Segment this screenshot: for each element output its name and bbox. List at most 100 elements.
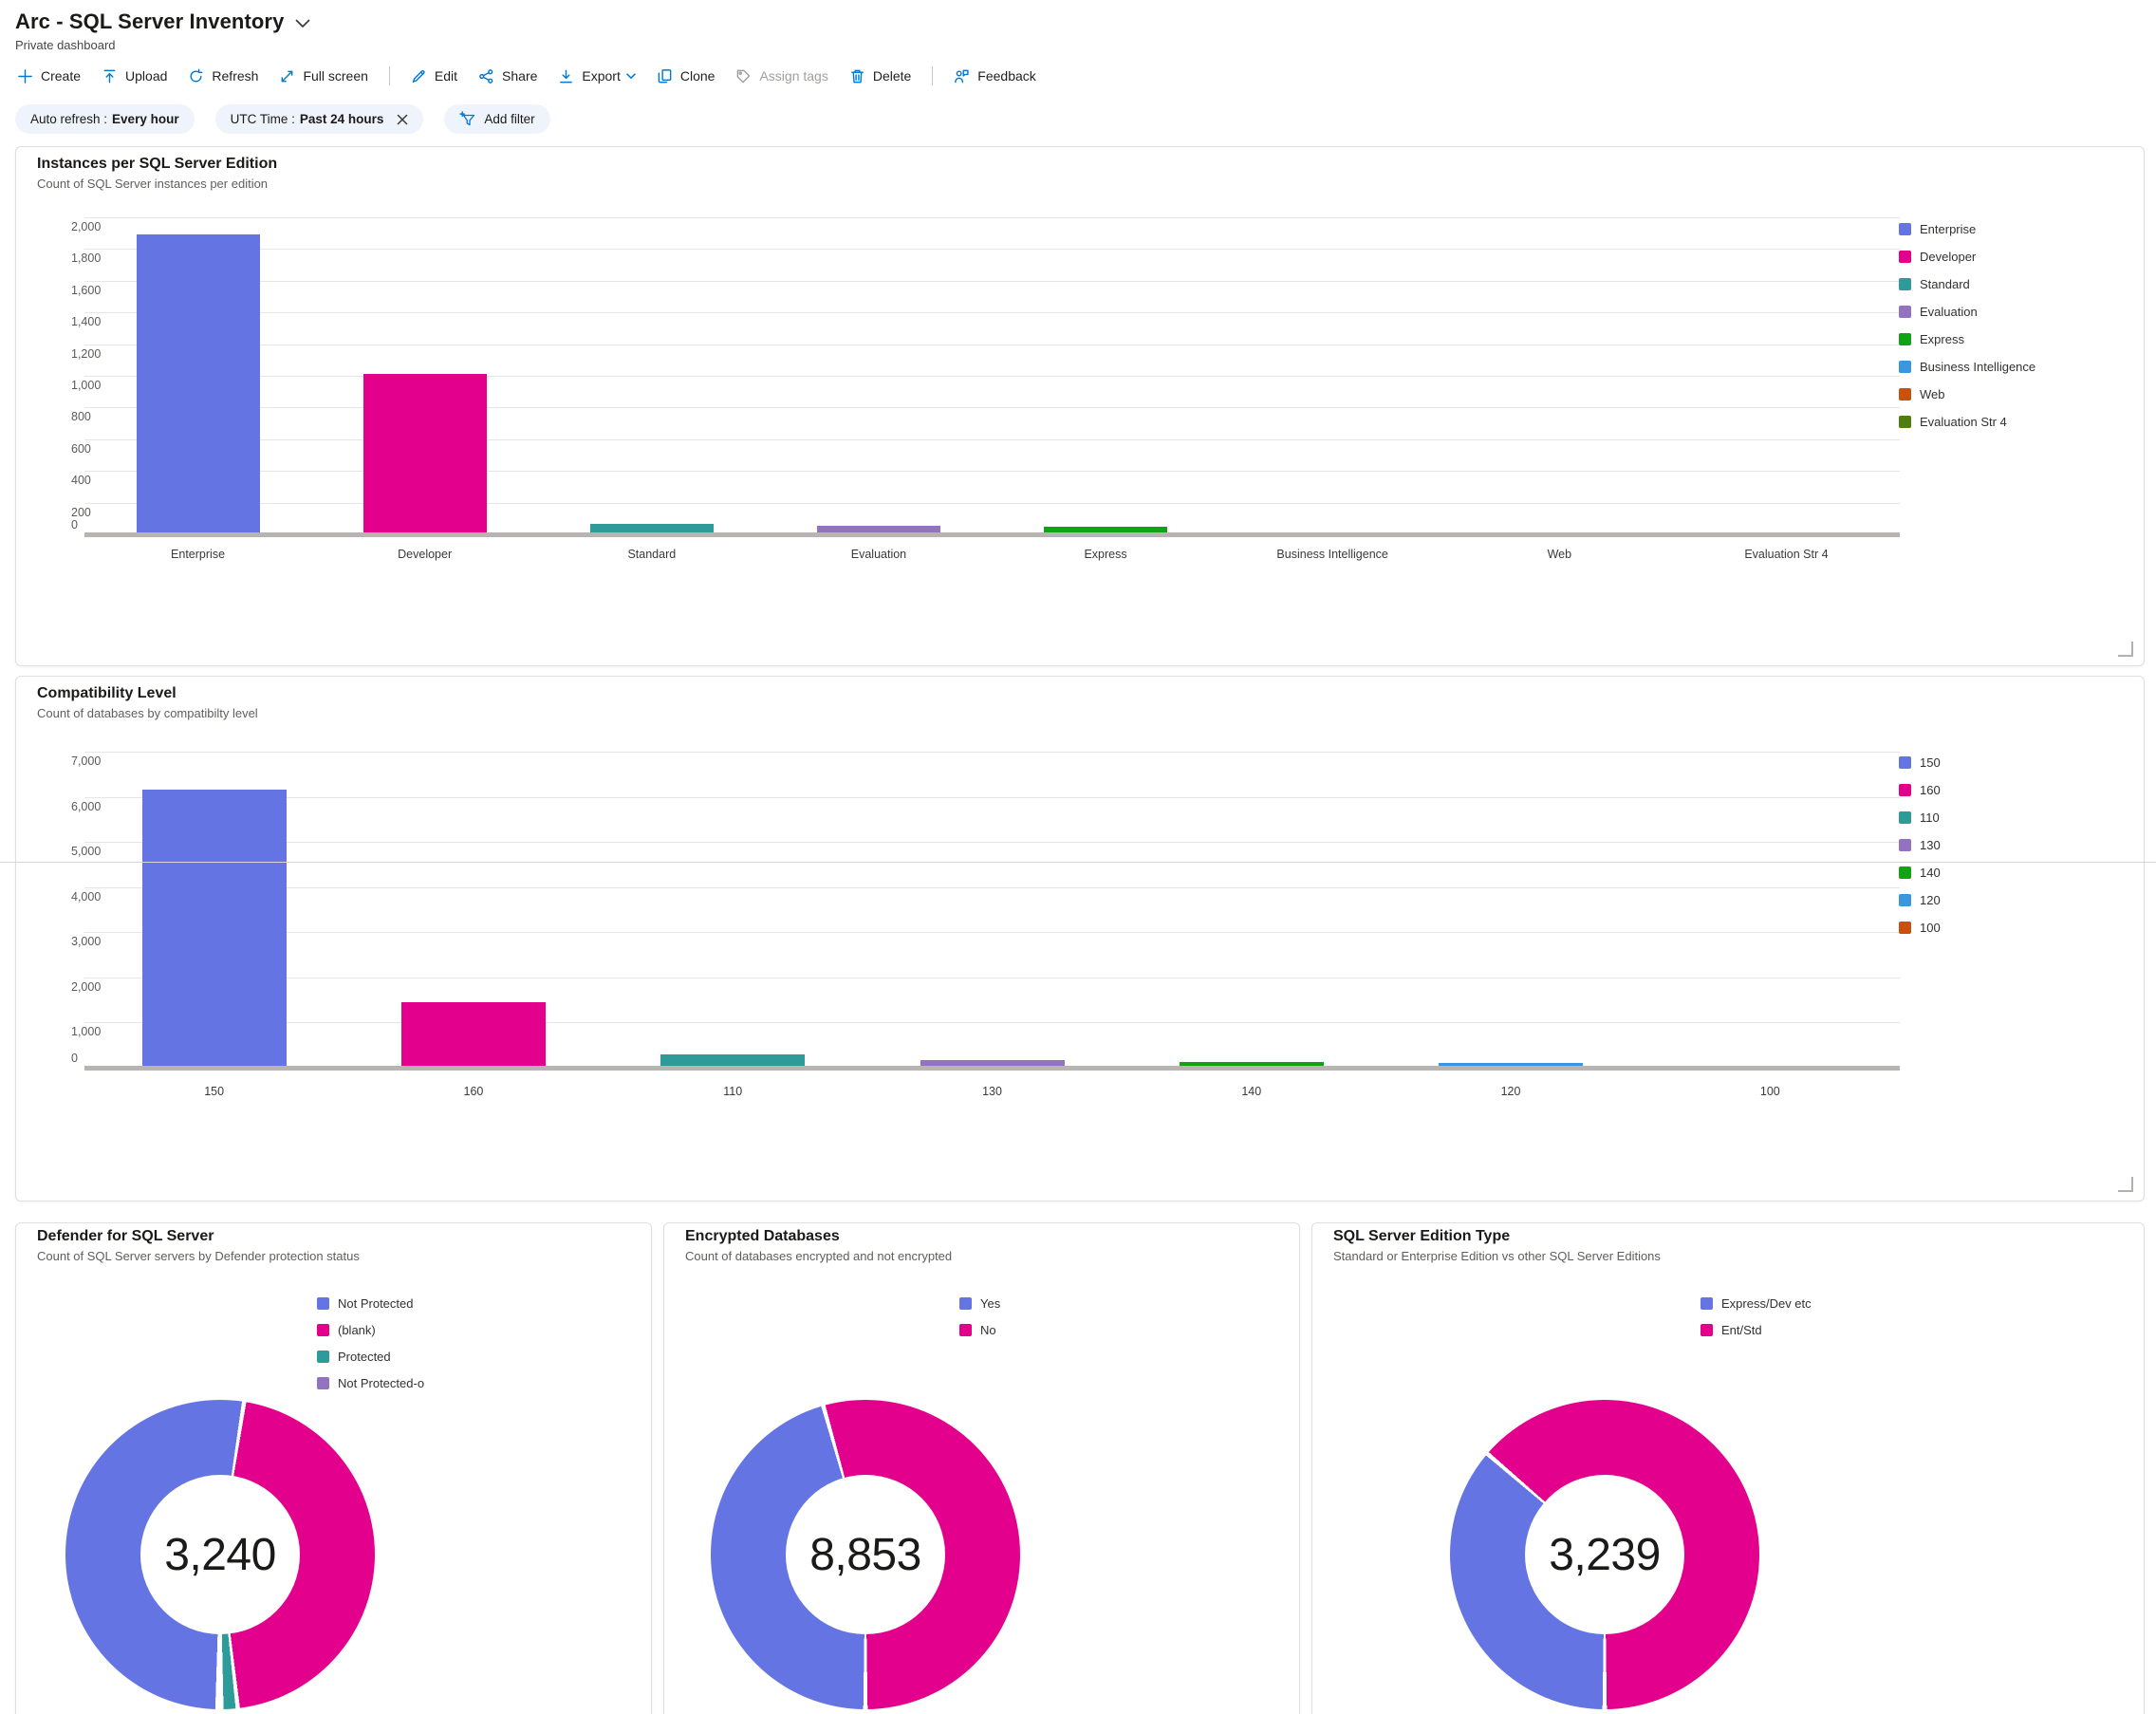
legend-swatch	[1899, 893, 1911, 906]
legend-item-standard[interactable]: Standard	[1899, 270, 1970, 297]
assign-tags-label: Assign tags	[759, 68, 828, 84]
export-button[interactable]: Export	[558, 68, 636, 84]
legend-item-blank[interactable]: (blank)	[317, 1316, 376, 1343]
bar-developer[interactable]	[362, 374, 487, 534]
legend-label: Protected	[338, 1349, 391, 1364]
upload-button[interactable]: Upload	[102, 68, 167, 84]
full-screen-label: Full screen	[303, 68, 368, 84]
bar-express[interactable]	[1044, 527, 1168, 534]
auto-refresh-label: Auto refresh :	[30, 112, 108, 126]
legend-swatch	[1899, 415, 1911, 428]
bar-standard[interactable]	[589, 524, 714, 534]
auto-refresh-value: Every hour	[112, 112, 179, 126]
share-button[interactable]: Share	[478, 68, 537, 84]
gridline	[84, 407, 1900, 409]
feedback-label: Feedback	[977, 68, 1036, 84]
bar-130[interactable]	[920, 1060, 1065, 1068]
legend-item-no[interactable]: No	[959, 1316, 996, 1343]
clone-button[interactable]: Clone	[657, 68, 715, 84]
bar-chart-compatibility-level: 0 1,000 2,000 3,000 4,000 5,000 6,000 7,000 150 1…	[16, 677, 2144, 1201]
legend-item-not-protected[interactable]: Not Protected	[317, 1290, 414, 1316]
assign-tags-button[interactable]: Assign tags	[735, 68, 828, 84]
legend-label: Evaluation Str 4	[1920, 414, 2007, 429]
legend-item-evaluation-str-4[interactable]: Evaluation Str 4	[1899, 408, 2007, 435]
create-button[interactable]: Create	[17, 68, 81, 84]
x-axis-label: Express	[1084, 548, 1127, 561]
resize-grip[interactable]	[2118, 1177, 2133, 1192]
legend-item-web[interactable]: Web	[1899, 381, 1945, 407]
plus-icon	[18, 68, 32, 84]
legend-item-150[interactable]: 150	[1899, 749, 1941, 775]
gridline	[84, 249, 1900, 251]
donut-hole: 3,240	[140, 1475, 300, 1634]
bar-110[interactable]	[660, 1054, 806, 1068]
close-icon[interactable]	[397, 114, 408, 125]
x-axis-label: 120	[1500, 1085, 1521, 1098]
donut-hole: 3,239	[1525, 1475, 1684, 1634]
legend-item-not-protected-o[interactable]: Not Protected-o	[317, 1369, 424, 1396]
y-axis-label: 7,000	[71, 755, 102, 768]
bar-chart-instances-per-edition: 0 200 400 600 800 1,000 1,200 1,400 1,600 1,800 2,…	[16, 147, 2144, 665]
legend-item-protected[interactable]: Protected	[317, 1343, 391, 1369]
legend-item-developer[interactable]: Developer	[1899, 243, 1976, 270]
x-axis-label: Standard	[627, 548, 677, 561]
tile-subtitle: Count of databases encrypted and not enc…	[685, 1249, 953, 1263]
y-axis-label: 800	[71, 410, 91, 424]
legend-item-140[interactable]: 140	[1899, 859, 1941, 885]
add-filter-button[interactable]: Add filter	[444, 104, 550, 134]
bar-140[interactable]	[1179, 1061, 1324, 1068]
legend-item-160[interactable]: 160	[1899, 776, 1941, 803]
legend-item-120[interactable]: 120	[1899, 886, 1941, 913]
legend-label: Express/Dev etc	[1721, 1295, 1812, 1311]
legend-label: Express	[1920, 331, 1964, 346]
legend-swatch	[317, 1323, 329, 1336]
legend-label: No	[980, 1322, 996, 1337]
full-screen-button[interactable]: Full screen	[279, 68, 368, 84]
feedback-button[interactable]: Feedback	[954, 68, 1036, 84]
add-filter-label: Add filter	[484, 112, 535, 126]
legend-item-100[interactable]: 100	[1899, 914, 1941, 941]
legend-item-business-intelligence[interactable]: Business Intelligence	[1899, 353, 2035, 380]
legend-swatch	[317, 1296, 329, 1310]
x-axis-label: Web	[1547, 548, 1572, 561]
legend-item-110[interactable]: 110	[1899, 804, 1940, 830]
gridline	[84, 842, 1900, 844]
filter-bar: Auto refresh : Every hour UTC Time : Pas…	[15, 104, 550, 134]
legend-item-ent-std[interactable]: Ent/Std	[1701, 1316, 1762, 1343]
edit-button[interactable]: Edit	[411, 68, 457, 84]
utc-time-filter-pill[interactable]: UTC Time : Past 24 hours	[214, 104, 424, 134]
donut-chart-encrypted: 8,853 Yes No	[664, 1223, 1299, 1714]
gridline	[84, 932, 1900, 934]
legend-item-express-dev-etc[interactable]: Express/Dev etc	[1701, 1290, 1812, 1316]
legend-item-yes[interactable]: Yes	[959, 1290, 1000, 1316]
y-axis-label: 1,400	[71, 315, 102, 329]
legend-item-evaluation[interactable]: Evaluation	[1899, 298, 1978, 325]
donut-total-value: 3,239	[1549, 1529, 1661, 1580]
donut-total-value: 3,240	[164, 1529, 276, 1580]
full-screen-icon	[282, 70, 293, 82]
legend-item-enterprise[interactable]: Enterprise	[1899, 215, 1976, 242]
tile-subtitle: Count of SQL Server instances per editio…	[37, 177, 269, 191]
bar-150[interactable]	[141, 790, 287, 1068]
bar-evaluation[interactable]	[816, 526, 940, 534]
feedback-icon	[955, 69, 969, 83]
resize-grip[interactable]	[2118, 642, 2133, 657]
x-axis-label: 150	[204, 1085, 225, 1098]
refresh-button[interactable]: Refresh	[188, 68, 258, 84]
gridline	[84, 217, 1900, 218]
legend-item-express[interactable]: Express	[1899, 326, 1964, 352]
delete-button[interactable]: Delete	[849, 68, 911, 84]
auto-refresh-filter-pill[interactable]: Auto refresh : Every hour	[15, 104, 195, 134]
legend-item-130[interactable]: 130	[1899, 831, 1941, 858]
toolbar-divider	[388, 66, 390, 85]
bar-160[interactable]	[400, 1002, 546, 1068]
legend-swatch	[1899, 783, 1911, 796]
chevron-down-icon[interactable]	[295, 19, 310, 28]
create-label: Create	[41, 68, 82, 84]
bar-120[interactable]	[1439, 1062, 1584, 1068]
tile-title: SQL Server Edition Type	[1333, 1228, 1511, 1244]
donut-total-value: 8,853	[809, 1529, 921, 1580]
y-axis-label: 600	[71, 441, 91, 456]
legend-swatch	[1899, 222, 1911, 235]
bar-enterprise[interactable]	[136, 234, 260, 534]
